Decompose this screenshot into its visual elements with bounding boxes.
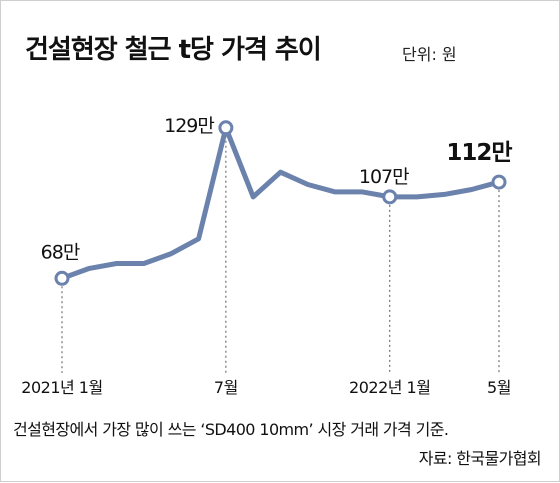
data-label: 129만 — [164, 115, 214, 137]
x-tick-label: 2022년 1월 — [349, 378, 430, 397]
data-point-marker — [218, 120, 234, 136]
chart-title: 건설현장 철근 t당 가격 추이 — [25, 35, 322, 65]
data-point-marker — [54, 270, 70, 286]
data-label: 112만 — [446, 140, 512, 166]
source-note: 자료: 한국물가협회 — [418, 449, 542, 468]
x-tick-label: 7월 — [214, 378, 238, 397]
series-line — [59, 125, 502, 281]
data-point-marker — [382, 189, 398, 205]
data-point-marker — [491, 174, 507, 190]
data-label: 68만 — [41, 241, 80, 263]
data-label: 107만 — [359, 166, 409, 188]
unit-note: 단위: 원 — [402, 45, 457, 64]
x-tick-label: 2021년 1월 — [21, 378, 102, 397]
x-tick-label: 5월 — [487, 378, 511, 397]
footnote: 건설현장에서 가장 많이 쓰는 ‘SD400 10mm’ 시장 거래 가격 기준… — [13, 420, 449, 439]
